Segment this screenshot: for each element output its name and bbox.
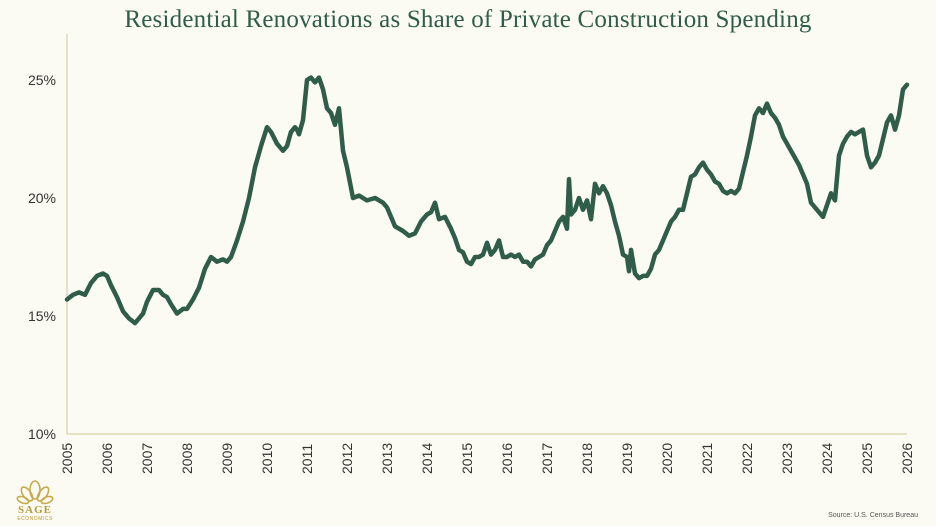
axes	[66, 34, 907, 435]
x-tick-label: 2009	[219, 443, 235, 474]
x-tick-label: 2018	[579, 443, 595, 474]
x-tick-label: 2024	[819, 443, 835, 474]
x-tick-label: 2025	[859, 443, 875, 474]
x-tick-labels: 2005 2006 2007 2008 2009 2010 2011 2012 2013 2014…	[59, 443, 915, 474]
logo-sub: ECONOMICS	[17, 516, 53, 522]
x-tick-label: 2007	[139, 443, 155, 474]
chart-title: Residential Renovations as Share of Priv…	[124, 6, 812, 33]
y-tick-label: 20%	[28, 190, 56, 206]
x-tick-label: 2011	[299, 444, 315, 474]
x-tick-label: 2026	[899, 443, 915, 474]
sage-leaf-icon	[16, 480, 54, 505]
y-tick-label: 25%	[28, 72, 56, 88]
x-tick-label: 2008	[179, 443, 195, 474]
x-tick-label: 2017	[539, 443, 555, 474]
x-tick-label: 2014	[419, 443, 435, 474]
source-note: Source: U.S. Census Bureau	[828, 512, 918, 519]
x-tick-label: 2023	[779, 443, 795, 474]
x-tick-label: 2012	[339, 443, 355, 474]
y-tick-labels: 10% 15% 20% 25%	[28, 72, 56, 442]
x-tick-label: 2013	[379, 443, 395, 474]
x-tick-label: 2021	[699, 443, 715, 474]
x-tick-label: 2010	[259, 443, 275, 474]
x-tick-label: 2016	[499, 443, 515, 474]
x-tick-label: 2006	[99, 443, 115, 474]
y-tick-label: 10%	[28, 426, 56, 442]
x-tick-label: 2022	[739, 443, 755, 474]
x-tick-label: 2019	[619, 443, 635, 474]
x-tick-label: 2005	[59, 443, 75, 474]
series-line	[64, 75, 910, 326]
x-tick-label: 2020	[659, 443, 675, 474]
y-tick-label: 15%	[28, 308, 56, 324]
logo-name: SAGE	[18, 504, 52, 516]
x-tick-label: 2015	[459, 443, 475, 474]
